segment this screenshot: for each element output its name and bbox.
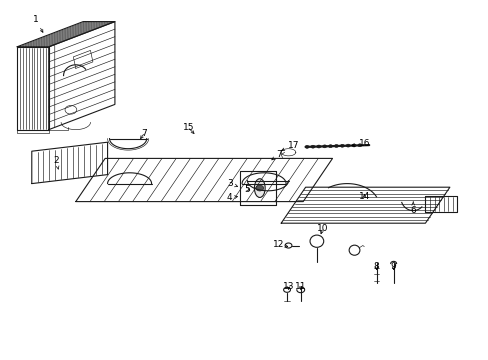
Text: 5: 5 (244, 184, 249, 194)
Text: 10: 10 (316, 224, 328, 234)
Circle shape (322, 145, 326, 148)
Text: 1: 1 (33, 15, 43, 32)
Circle shape (316, 145, 320, 148)
Circle shape (255, 185, 263, 191)
Circle shape (305, 145, 308, 148)
Text: 9: 9 (390, 262, 396, 271)
Text: 12: 12 (272, 240, 287, 249)
Circle shape (328, 145, 332, 148)
Circle shape (351, 144, 355, 147)
Text: 4: 4 (226, 194, 237, 202)
Text: 6: 6 (409, 202, 415, 215)
Text: 8: 8 (373, 262, 379, 271)
Text: 15: 15 (182, 123, 194, 134)
Text: 7: 7 (140, 129, 147, 139)
Text: 14: 14 (358, 192, 369, 201)
Text: 2: 2 (53, 156, 59, 169)
Circle shape (346, 144, 349, 147)
Circle shape (340, 144, 344, 147)
Circle shape (357, 144, 361, 147)
Text: 13: 13 (282, 282, 294, 291)
Circle shape (310, 145, 314, 148)
Text: 3: 3 (226, 179, 237, 188)
Ellipse shape (254, 179, 264, 197)
Text: 11: 11 (294, 282, 306, 291)
Circle shape (334, 144, 338, 148)
Text: 16: 16 (351, 139, 369, 148)
Text: 7: 7 (271, 150, 281, 160)
Text: 17: 17 (281, 141, 299, 151)
